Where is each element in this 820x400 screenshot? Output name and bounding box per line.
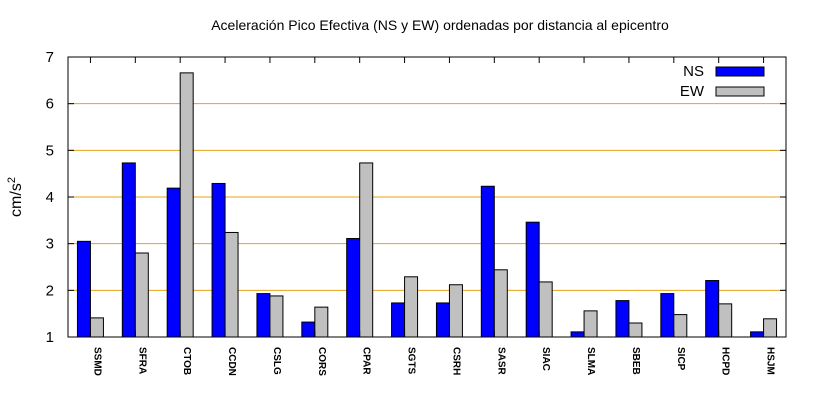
x-tick-label: CSRH — [450, 347, 461, 375]
bar-ns — [301, 321, 316, 338]
x-tick-label: CSLG — [271, 347, 282, 375]
x-tick-label: HCPD — [720, 347, 731, 375]
bars — [76, 72, 778, 338]
legend-label: EW — [680, 83, 705, 100]
y-tick-label: 2 — [46, 282, 54, 299]
bar-ns — [525, 221, 540, 338]
legend-label: NS — [683, 63, 704, 80]
bar-ew — [134, 252, 149, 338]
bar-ns — [76, 240, 91, 338]
x-tick-label: SSMD — [91, 347, 102, 376]
bar-ns — [121, 162, 136, 338]
bar-ew — [314, 306, 329, 338]
x-tick-label: CTOB — [181, 347, 192, 375]
bar-ns — [256, 293, 271, 338]
y-tick-label: 3 — [46, 236, 54, 253]
x-tick-label: SASR — [495, 347, 506, 376]
y-tick-label: 4 — [46, 189, 54, 206]
x-axis-ticks: SSMD SFRA CTOB CCDN CSLG CORS CPAR SGTS CSRH SASR… — [89, 57, 776, 376]
y-axis-label: cm/s2 — [6, 177, 25, 217]
bar-ns — [346, 238, 361, 338]
bar-ew — [359, 162, 374, 338]
bar-ew — [763, 318, 778, 338]
bar-ns — [391, 302, 406, 338]
y-tick-label: 6 — [46, 96, 54, 113]
bar-ns — [615, 300, 630, 338]
x-tick-label: CORS — [316, 347, 327, 376]
x-tick-label: SFRA — [136, 347, 147, 374]
x-tick-label: SICP — [675, 347, 686, 371]
x-tick-label: SGTS — [406, 347, 417, 375]
bar-ns — [660, 293, 675, 338]
bar-ew — [538, 281, 553, 338]
bar-ew — [628, 322, 643, 338]
bar-ns — [705, 280, 720, 338]
x-tick-label: SIAC — [540, 347, 551, 371]
x-tick-label: CPAR — [361, 347, 372, 375]
x-tick-label: CCDN — [226, 347, 237, 376]
y-tick-label: 1 — [46, 329, 54, 346]
bar-ew — [179, 72, 194, 338]
bar-ew — [269, 295, 284, 338]
x-tick-label: HSJM — [765, 347, 776, 375]
bar-ew — [493, 269, 508, 338]
legend-swatch — [715, 86, 765, 97]
bar-ns — [166, 187, 181, 338]
bar-ew — [404, 276, 419, 338]
bar-ns — [435, 302, 450, 338]
x-tick-label: SLMA — [585, 347, 596, 375]
bar-ew — [583, 310, 598, 338]
bar-ew — [89, 317, 104, 338]
x-tick-label: SBEB — [630, 347, 641, 375]
legend-swatch — [715, 66, 765, 77]
bar-ns — [211, 182, 226, 338]
legend: NS EW — [680, 63, 765, 100]
bar-ew — [224, 231, 239, 338]
bar-ew — [718, 303, 733, 338]
y-axis-ticks: 1 2 3 4 5 6 7 — [46, 49, 786, 346]
y-tick-label: 7 — [46, 49, 54, 66]
chart-title: Aceleración Pico Efectiva (NS y EW) orde… — [211, 17, 669, 33]
bar-ew — [448, 284, 463, 338]
bar-ew — [673, 314, 688, 338]
bar-ns — [480, 185, 495, 338]
bar-ns — [570, 331, 585, 338]
y-tick-label: 5 — [46, 142, 54, 159]
bar-ns — [750, 331, 765, 338]
